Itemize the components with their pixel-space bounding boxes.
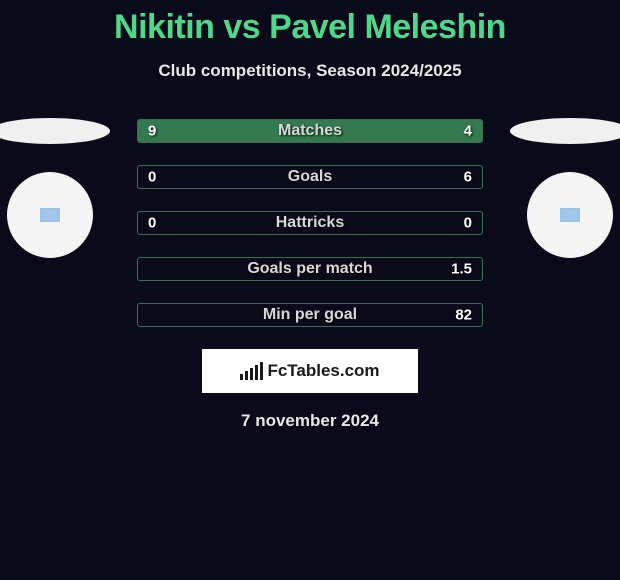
bar-chart-icon	[240, 362, 263, 380]
bar-label: Goals	[138, 168, 482, 186]
player-right-badge	[527, 172, 613, 258]
stat-bars-container: 94Matches06Goals00Hattricks1.5Goals per …	[137, 119, 483, 327]
bar-value-left: 0	[148, 169, 156, 186]
bar-fill-left	[138, 120, 364, 142]
player-left-shadow	[0, 118, 110, 144]
bar-value-left: 9	[148, 123, 156, 140]
bar-value-right: 0	[464, 215, 472, 232]
bar-label: Hattricks	[138, 214, 482, 232]
date-text: 7 november 2024	[0, 411, 620, 431]
badge-placeholder-icon	[40, 208, 60, 222]
bar-value-right: 4	[464, 123, 472, 140]
subtitle: Club competitions, Season 2024/2025	[0, 61, 620, 81]
badge-placeholder-icon	[560, 208, 580, 222]
player-left-column	[0, 118, 110, 258]
page-title: Nikitin vs Pavel Meleshin	[0, 0, 620, 47]
player-right-shadow	[510, 118, 620, 144]
bar-value-left: 0	[148, 215, 156, 232]
stat-bar: 82Min per goal	[137, 303, 483, 327]
stat-bar: 0 6Goals	[137, 165, 483, 189]
stat-bar: 1.5Goals per match	[137, 257, 483, 281]
bar-value-right: 6	[464, 169, 472, 186]
brand-badge: FcTables.com	[202, 349, 418, 393]
stat-bar: 94Matches	[137, 119, 483, 143]
player-right-column	[510, 118, 620, 258]
stat-bar: 0 0Hattricks	[137, 211, 483, 235]
bar-value-right: 82	[455, 307, 472, 324]
brand-text: FcTables.com	[267, 361, 379, 381]
bar-label: Min per goal	[138, 306, 482, 324]
bar-value-right: 1.5	[451, 261, 472, 278]
bar-label: Goals per match	[138, 260, 482, 278]
player-left-badge	[7, 172, 93, 258]
